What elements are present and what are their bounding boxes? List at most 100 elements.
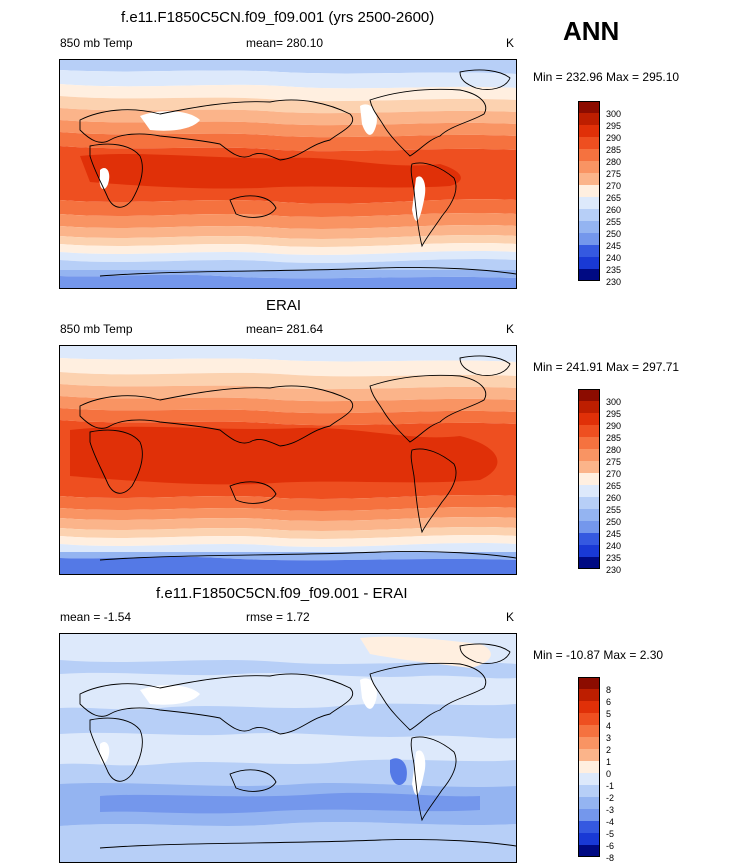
panel2-colorbar-tick: 285 <box>606 433 622 443</box>
panel1-colorbar-tick: 290 <box>606 133 622 143</box>
panel2-colorbar-swatch <box>578 437 600 449</box>
panel3-colorbar-tick: -2 <box>606 793 615 803</box>
panel3-colorbar-tick: -6 <box>606 841 615 851</box>
panel3-colorbar-swatch <box>578 689 600 701</box>
panel2-colorbar-tick: 300 <box>606 397 622 407</box>
panel2-colorbar-swatch <box>578 401 600 413</box>
panel1-colorbar-swatch <box>578 185 600 197</box>
panel3-colorbar-swatch <box>578 725 600 737</box>
panel2-minmax-label: Min = 241.91 Max = 297.71 <box>533 360 680 374</box>
panel3-units-label: K <box>506 610 515 624</box>
panel2-colorbar-swatch <box>578 389 600 401</box>
panel1-colorbar-tick: 270 <box>606 181 622 191</box>
panel2-map-svg <box>60 346 516 574</box>
panel3-colorbar-swatch <box>578 833 600 845</box>
panel2-colorbar-swatch <box>578 485 600 497</box>
panel2-colorbar-swatch <box>578 473 600 485</box>
panel2-colorbar-tick: 265 <box>606 481 622 491</box>
panel1-colorbar: 300 295 290 285 280 275 270 265 260 255 … <box>578 101 638 287</box>
panel1-colorbar-tick: 255 <box>606 217 622 227</box>
panel1-colorbar-tick: 245 <box>606 241 622 251</box>
panel1-colorbar-tick: 240 <box>606 253 622 263</box>
panel1-colorbar-tick: 275 <box>606 169 622 179</box>
panel3-title: f.e11.F1850C5CN.f09_f09.001 - ERAI <box>156 585 408 602</box>
panel2-colorbar-swatch <box>578 545 600 557</box>
panel2-colorbar-tick: 280 <box>606 445 622 455</box>
panel2-colorbar-swatch <box>578 509 600 521</box>
panel3-map <box>59 633 517 863</box>
panel2-colorbar-tick: 270 <box>606 469 622 479</box>
panel2-variable-label: 850 mb Temp <box>60 322 133 336</box>
panel1-colorbar-swatch <box>578 257 600 269</box>
panel2-colorbar-tick: 250 <box>606 517 622 527</box>
panel3-colorbar-tick: 5 <box>606 709 612 719</box>
panel3-minmax-label: Min = -10.87 Max = 2.30 <box>533 648 664 662</box>
panel3-map-svg <box>60 634 516 862</box>
panel3-colorbar-swatch <box>578 809 600 821</box>
panel1-variable-label: 850 mb Temp <box>60 36 133 50</box>
panel2-colorbar-tick: 290 <box>606 421 622 431</box>
panel2-colorbar-tick: 295 <box>606 409 622 419</box>
panel3-colorbar-tick: -8 <box>606 853 615 863</box>
panel2-colorbar-swatch <box>578 557 600 569</box>
panel1-colorbar-swatch <box>578 197 600 209</box>
panel1-title: f.e11.F1850C5CN.f09_f09.001 (yrs 2500-26… <box>121 9 435 26</box>
panel3-colorbar: 8 6 5 4 3 2 1 0 -1 -2 -3 -4 -5 -6 -8 <box>578 677 638 863</box>
panel2-colorbar-tick: 275 <box>606 457 622 467</box>
panel3-colorbar-tick: 0 <box>606 769 612 779</box>
panel1-colorbar-swatch <box>578 269 600 281</box>
panel2-title: ERAI <box>266 297 302 314</box>
panel2-colorbar-tick: 260 <box>606 493 622 503</box>
panel3-colorbar-tick: 6 <box>606 697 612 707</box>
panel3-mean-label: mean = -1.54 <box>60 610 132 624</box>
panel3-colorbar-tick: 2 <box>606 745 612 755</box>
panel2-map <box>59 345 517 575</box>
panel1-colorbar-tick: 235 <box>606 265 622 275</box>
panel1-colorbar-swatch <box>578 149 600 161</box>
panel1-mean-label: mean= 280.10 <box>246 36 324 50</box>
panel3-colorbar-swatch <box>578 797 600 809</box>
panel3-colorbar-tick: 1 <box>606 757 612 767</box>
panel1-colorbar-tick: 280 <box>606 157 622 167</box>
panel1-units-label: K <box>506 36 515 50</box>
panel1-colorbar-swatch <box>578 245 600 257</box>
panel2-colorbar-swatch <box>578 461 600 473</box>
panel1-colorbar-swatch <box>578 173 600 185</box>
panel1-colorbar-tick: 285 <box>606 145 622 155</box>
panel1-colorbar-swatch <box>578 233 600 245</box>
panel3-colorbar-tick: -4 <box>606 817 615 827</box>
panel1-colorbar-tick: 300 <box>606 109 622 119</box>
panel3-colorbar-tick: -3 <box>606 805 615 815</box>
panel2-colorbar-tick: 255 <box>606 505 622 515</box>
panel1-colorbar-tick: 260 <box>606 205 622 215</box>
panel3-colorbar-swatch <box>578 737 600 749</box>
panel3-colorbar-swatch <box>578 773 600 785</box>
panel1-minmax-label: Min = 232.96 Max = 295.10 <box>533 70 680 84</box>
panel2-colorbar-swatch <box>578 449 600 461</box>
panel1-colorbar-swatch <box>578 113 600 125</box>
panel2-colorbar-swatch <box>578 425 600 437</box>
panel3-rmse-label: rmse = 1.72 <box>246 610 310 624</box>
panel3-colorbar-swatch <box>578 761 600 773</box>
panel3-colorbar-tick: 3 <box>606 733 612 743</box>
panel1-colorbar-tick: 295 <box>606 121 622 131</box>
panel1-colorbar-swatch <box>578 125 600 137</box>
panel1-colorbar-swatch <box>578 137 600 149</box>
panel2-colorbar-swatch <box>578 521 600 533</box>
panel3-colorbar-tick: 8 <box>606 685 612 695</box>
panel3-colorbar-tick: 4 <box>606 721 612 731</box>
panel3-colorbar-swatch <box>578 677 600 689</box>
panel2-colorbar: 300 295 290 285 280 275 270 265 260 255 … <box>578 389 638 575</box>
season-label: ANN <box>563 16 620 46</box>
panel3-colorbar-swatch <box>578 701 600 713</box>
panel1-colorbar-tick: 250 <box>606 229 622 239</box>
panel3-colorbar-swatch <box>578 749 600 761</box>
panel2-colorbar-tick: 240 <box>606 541 622 551</box>
panel1-colorbar-tick: 265 <box>606 193 622 203</box>
panel2-colorbar-tick: 245 <box>606 529 622 539</box>
panel2-colorbar-swatch <box>578 413 600 425</box>
panel3-colorbar-swatch <box>578 821 600 833</box>
panel2-colorbar-tick: 235 <box>606 553 622 563</box>
panel2-units-label: K <box>506 322 515 336</box>
panel3-colorbar-swatch <box>578 713 600 725</box>
